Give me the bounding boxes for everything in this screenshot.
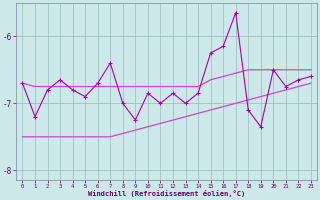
X-axis label: Windchill (Refroidissement éolien,°C): Windchill (Refroidissement éolien,°C) [88,190,245,197]
